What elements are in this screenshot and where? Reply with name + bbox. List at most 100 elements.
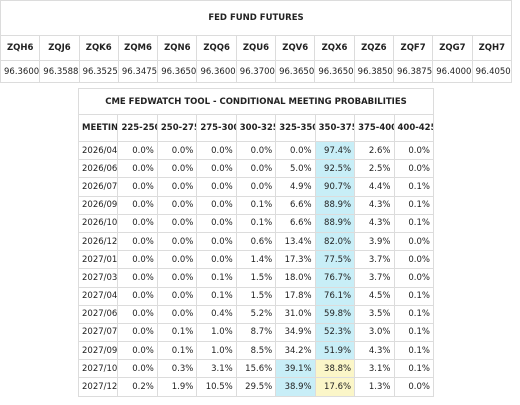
meeting-date: 2027/09/15	[77, 341, 119, 361]
title-row: FED FUND FUTURES	[0, 0, 512, 36]
probability-cell: 17.6%	[314, 377, 356, 397]
probability-cell: 0.0%	[117, 195, 158, 215]
probability-cell: 0.0%	[117, 159, 158, 179]
column-header: ZQM6	[117, 35, 159, 61]
price-cell: 96.3600	[0, 60, 41, 83]
probability-cell: 0.1%	[235, 213, 277, 233]
probability-cell: 0.0%	[156, 213, 198, 233]
data-row: 2027/06/090.0%0.0%0.4%5.2%31.0%59.8%3.5%…	[77, 304, 434, 324]
probability-cell: 0.0%	[393, 231, 434, 252]
column-header: 275-300	[196, 114, 237, 142]
column-header: ZQH7	[471, 35, 513, 61]
probability-cell: 0.0%	[196, 250, 237, 270]
data-row: 2026/12/090.0%0.0%0.0%0.6%13.4%82.0%3.9%…	[77, 231, 434, 252]
probability-cell: 0.1%	[393, 213, 434, 233]
column-header: ZQQ6	[196, 35, 237, 61]
data-row: 2027/12/080.2%1.9%10.5%29.5%38.9%17.6%1.…	[77, 377, 434, 397]
column-header: 325-350	[275, 114, 316, 142]
futures-table: FED FUND FUTURES ZQH6 ZQJ6 ZQK6 ZQM6 ZQN6 ZQQ6…	[0, 0, 513, 83]
data-row: 2027/04/280.0%0.0%0.1%1.5%17.8%76.1%4.5%…	[77, 286, 434, 306]
price-cell: 96.4000	[432, 60, 473, 83]
probability-cell: 1.5%	[235, 268, 277, 288]
probability-cell: 3.9%	[354, 231, 395, 252]
probability-cell: 0.0%	[156, 195, 198, 215]
probability-cell: 34.2%	[275, 341, 316, 361]
probability-cell: 29.5%	[235, 377, 277, 397]
column-header: 375-400	[354, 114, 395, 142]
meeting-date: 2026/12/09	[77, 231, 119, 252]
probability-cell: 51.9%	[314, 341, 356, 361]
probability-cell: 0.1%	[156, 341, 198, 361]
column-header: 400-425	[393, 114, 434, 142]
probability-cell: 0.0%	[117, 177, 158, 197]
meeting-date: 2026/07/29	[77, 177, 119, 197]
column-header: ZQJ6	[39, 35, 80, 61]
column-header: ZQV6	[275, 35, 316, 61]
column-header: 250-275	[156, 114, 198, 142]
price-cell: 96.3600	[196, 60, 237, 83]
probability-cell: 1.5%	[235, 286, 277, 306]
probability-cell: 6.6%	[275, 195, 316, 215]
probability-cell: 4.3%	[354, 341, 395, 361]
probability-cell: 0.0%	[235, 159, 277, 179]
probability-cell: 90.7%	[314, 177, 356, 197]
table-title: FED FUND FUTURES	[0, 0, 512, 36]
probability-cell: 88.9%	[314, 195, 356, 215]
probability-cell: 0.0%	[117, 213, 158, 233]
probability-cell: 52.3%	[314, 322, 356, 343]
meeting-date: 2027/07/28	[77, 322, 119, 343]
probability-cell: 0.0%	[393, 250, 434, 270]
header-row: MEETING DATE225-250250-275275-300300-325…	[77, 114, 434, 142]
probability-cell: 13.4%	[275, 231, 316, 252]
probability-cell: 0.0%	[196, 159, 237, 179]
probability-cell: 3.7%	[354, 250, 395, 270]
meeting-date: 2026/10/28	[77, 213, 119, 233]
probability-cell: 0.0%	[156, 159, 198, 179]
probability-cell: 0.0%	[196, 140, 237, 161]
probability-cell: 4.5%	[354, 286, 395, 306]
data-row: 2026/06/170.0%0.0%0.0%0.0%5.0%92.5%2.5%0…	[77, 159, 434, 179]
price-cell: 96.3850	[353, 60, 394, 83]
probability-cell: 0.3%	[156, 359, 198, 379]
probability-cell: 0.0%	[196, 195, 237, 215]
probability-cell: 39.1%	[275, 359, 316, 379]
probability-cell: 0.0%	[393, 268, 434, 288]
probability-cell: 0.0%	[117, 359, 158, 379]
data-row: 2026/04/290.0%0.0%0.0%0.0%0.0%97.4%2.6%0…	[77, 140, 434, 161]
probability-cell: 0.0%	[117, 286, 158, 306]
data-row: 2026/09/160.0%0.0%0.0%0.1%6.6%88.9%4.3%0…	[77, 195, 434, 215]
probability-cell: 0.0%	[393, 159, 434, 179]
probability-cell: 0.1%	[156, 322, 198, 343]
data-row: 2026/07/290.0%0.0%0.0%0.0%4.9%90.7%4.4%0…	[77, 177, 434, 197]
probability-cell: 0.2%	[117, 377, 158, 397]
probability-cell: 3.5%	[354, 304, 395, 324]
probability-cell: 0.0%	[117, 304, 158, 324]
meeting-date: 2027/10/27	[77, 359, 119, 379]
probability-cell: 3.1%	[196, 359, 237, 379]
probability-cell: 0.0%	[117, 268, 158, 288]
probability-cell: 6.6%	[275, 213, 316, 233]
probability-cell: 0.0%	[117, 250, 158, 270]
probability-cell: 97.4%	[314, 140, 356, 161]
probability-cell: 15.6%	[235, 359, 277, 379]
column-header: ZQX6	[314, 35, 355, 61]
header-row: ZQH6 ZQJ6 ZQK6 ZQM6 ZQN6 ZQQ6 ZQU6 ZQV6 ZQX6 ZQZ6…	[0, 35, 513, 61]
probability-cell: 0.0%	[117, 322, 158, 343]
probability-cell: 0.0%	[117, 231, 158, 252]
probability-cell: 31.0%	[275, 304, 316, 324]
probability-cell: 76.1%	[314, 286, 356, 306]
probability-cell: 4.4%	[354, 177, 395, 197]
meeting-date: 2026/09/16	[77, 195, 119, 215]
probability-cell: 8.5%	[235, 341, 277, 361]
column-header: ZQG7	[432, 35, 473, 61]
data-row: 2027/01/270.0%0.0%0.0%1.4%17.3%77.5%3.7%…	[77, 250, 434, 270]
column-header: ZQU6	[235, 35, 277, 61]
probability-cell: 0.1%	[196, 268, 237, 288]
probability-cell: 0.0%	[156, 140, 198, 161]
table-title: CME FEDWATCH TOOL - CONDITIONAL MEETING …	[78, 88, 434, 115]
probability-cell: 82.0%	[314, 231, 356, 252]
probability-cell: 0.0%	[393, 140, 434, 161]
meeting-date: 2027/01/27	[77, 250, 119, 270]
probability-cell: 1.4%	[235, 250, 277, 270]
price-cell: 96.3525	[78, 60, 119, 83]
